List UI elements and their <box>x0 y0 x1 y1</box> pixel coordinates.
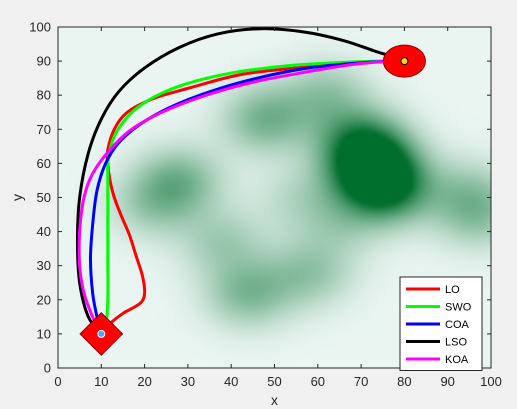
x-tick-label: 0 <box>54 374 61 389</box>
x-tick-label: 100 <box>480 374 502 389</box>
series-line-koa <box>77 59 406 336</box>
legend-label-koa: KOA <box>445 354 469 366</box>
x-tick-label: 50 <box>267 374 281 389</box>
series-line-lso <box>75 27 406 336</box>
x-axis-ticks: 0 10 20 30 40 50 60 70 80 90 100 <box>54 27 502 389</box>
y-tick-label: 100 <box>29 20 51 35</box>
start-point <box>97 329 106 338</box>
x-tick-label: 30 <box>181 374 195 389</box>
legend-label-lso: LSO <box>445 337 467 349</box>
y-axis-ticks: 0 10 20 30 40 50 60 70 80 90 100 <box>29 20 491 376</box>
marker-group <box>79 44 426 356</box>
x-tick-label: 40 <box>224 374 238 389</box>
x-tick-label: 20 <box>137 374 151 389</box>
x-axis-label: x <box>271 392 278 408</box>
y-tick-label: 0 <box>44 361 51 376</box>
x-tick-label: 80 <box>397 374 411 389</box>
x-tick-label: 10 <box>94 374 108 389</box>
y-tick-label: 20 <box>37 292 51 307</box>
legend: LO SWO COA LSO KOA <box>399 276 483 371</box>
legend-label-lo: LO <box>445 284 460 296</box>
y-axis-label: y <box>9 194 25 201</box>
legend-label-swo: SWO <box>445 302 472 314</box>
legend-label-coa: COA <box>445 319 470 331</box>
x-tick-label: 90 <box>440 374 454 389</box>
y-tick-label: 60 <box>37 156 51 171</box>
x-tick-label: 70 <box>354 374 368 389</box>
x-tick-label: 60 <box>311 374 325 389</box>
y-tick-label: 40 <box>37 224 51 239</box>
y-tick-label: 30 <box>37 258 51 273</box>
y-tick-label: 10 <box>37 326 51 341</box>
y-tick-label: 80 <box>37 88 51 103</box>
y-tick-label: 50 <box>37 190 51 205</box>
y-tick-label: 70 <box>37 122 51 137</box>
series-group <box>75 27 406 336</box>
y-tick-label: 90 <box>37 54 51 69</box>
series-line-swo <box>99 59 406 336</box>
goal-point <box>400 57 409 66</box>
